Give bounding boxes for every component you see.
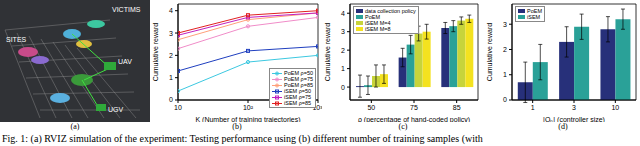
- html-text:iSEM ρ=85: iSEM ρ=85: [284, 100, 312, 106]
- svg-text:10²: 10²: [243, 104, 254, 111]
- svg-text:K (Number of training trajecto: K (Number of training trajectories): [195, 116, 300, 122]
- svg-text:1: 1: [503, 71, 507, 78]
- svg-text:3: 3: [503, 21, 507, 28]
- html-text:PoEM ρ=50: PoEM ρ=50: [284, 70, 313, 76]
- svg-text:1: 1: [341, 65, 345, 72]
- svg-text:3: 3: [572, 104, 576, 111]
- html-text:Fig. 1: (a) RVIZ simulation of: Fig. 1: (a) RVIZ simulation of the exper…: [2, 133, 483, 144]
- svg-text:2: 2: [503, 46, 507, 53]
- svg-text:UAV: UAV: [118, 58, 132, 65]
- svg-text:ρ (percentage of hand-coded po: ρ (percentage of hand-coded policy): [358, 116, 470, 122]
- html-text:PoEM: PoEM: [365, 14, 380, 20]
- svg-text:VICTIMS: VICTIMS: [112, 6, 141, 13]
- svg-text:1: 1: [531, 104, 535, 111]
- svg-text:Cumulative reward: Cumulative reward: [152, 23, 159, 81]
- html-text:iSEM ρ=50: iSEM ρ=50: [284, 88, 312, 94]
- svg-text:1: 1: [169, 74, 173, 81]
- svg-text:SITES: SITES: [8, 36, 27, 43]
- html-text:PoEM ρ=85: PoEM ρ=85: [284, 82, 313, 88]
- svg-text:0: 0: [169, 96, 173, 103]
- svg-text:4: 4: [169, 7, 173, 14]
- svg-text:UGV: UGV: [108, 106, 124, 113]
- svg-text:75: 75: [410, 104, 418, 111]
- svg-text:2: 2: [169, 52, 173, 59]
- svg-text:4: 4: [341, 10, 345, 17]
- html-text:iSEM M=8: iSEM M=8: [365, 26, 391, 32]
- html-text:iSEM M=4: iSEM M=4: [365, 20, 391, 26]
- html-text:(c): (c): [398, 122, 408, 131]
- html-text:(a): (a): [70, 122, 80, 131]
- svg-text:50: 50: [367, 104, 375, 111]
- html-text:PoEM: PoEM: [527, 8, 542, 14]
- svg-text:0: 0: [341, 84, 345, 91]
- svg-text:Cumulative reward: Cumulative reward: [486, 23, 493, 81]
- svg-text:3: 3: [169, 30, 173, 37]
- svg-text:3: 3: [341, 28, 345, 35]
- html-text:iSEM ρ=75: iSEM ρ=75: [284, 94, 312, 100]
- html-text:iSEM: iSEM: [527, 14, 541, 20]
- svg-text:0: 0: [503, 96, 507, 103]
- svg-text:2: 2: [341, 47, 345, 54]
- html-text:(b): (b): [232, 122, 242, 131]
- svg-text:10: 10: [611, 104, 619, 111]
- svg-text:|Qₙ| (controller size): |Qₙ| (controller size): [543, 116, 605, 122]
- svg-text:Cumulative reward: Cumulative reward: [324, 23, 331, 81]
- svg-text:85: 85: [453, 104, 461, 111]
- html-text:data collection policy: data collection policy: [365, 8, 416, 14]
- svg-text:10: 10: [174, 104, 182, 111]
- html-text:(d): (d): [558, 122, 568, 131]
- html-text:PoEM ρ=75: PoEM ρ=75: [284, 76, 313, 82]
